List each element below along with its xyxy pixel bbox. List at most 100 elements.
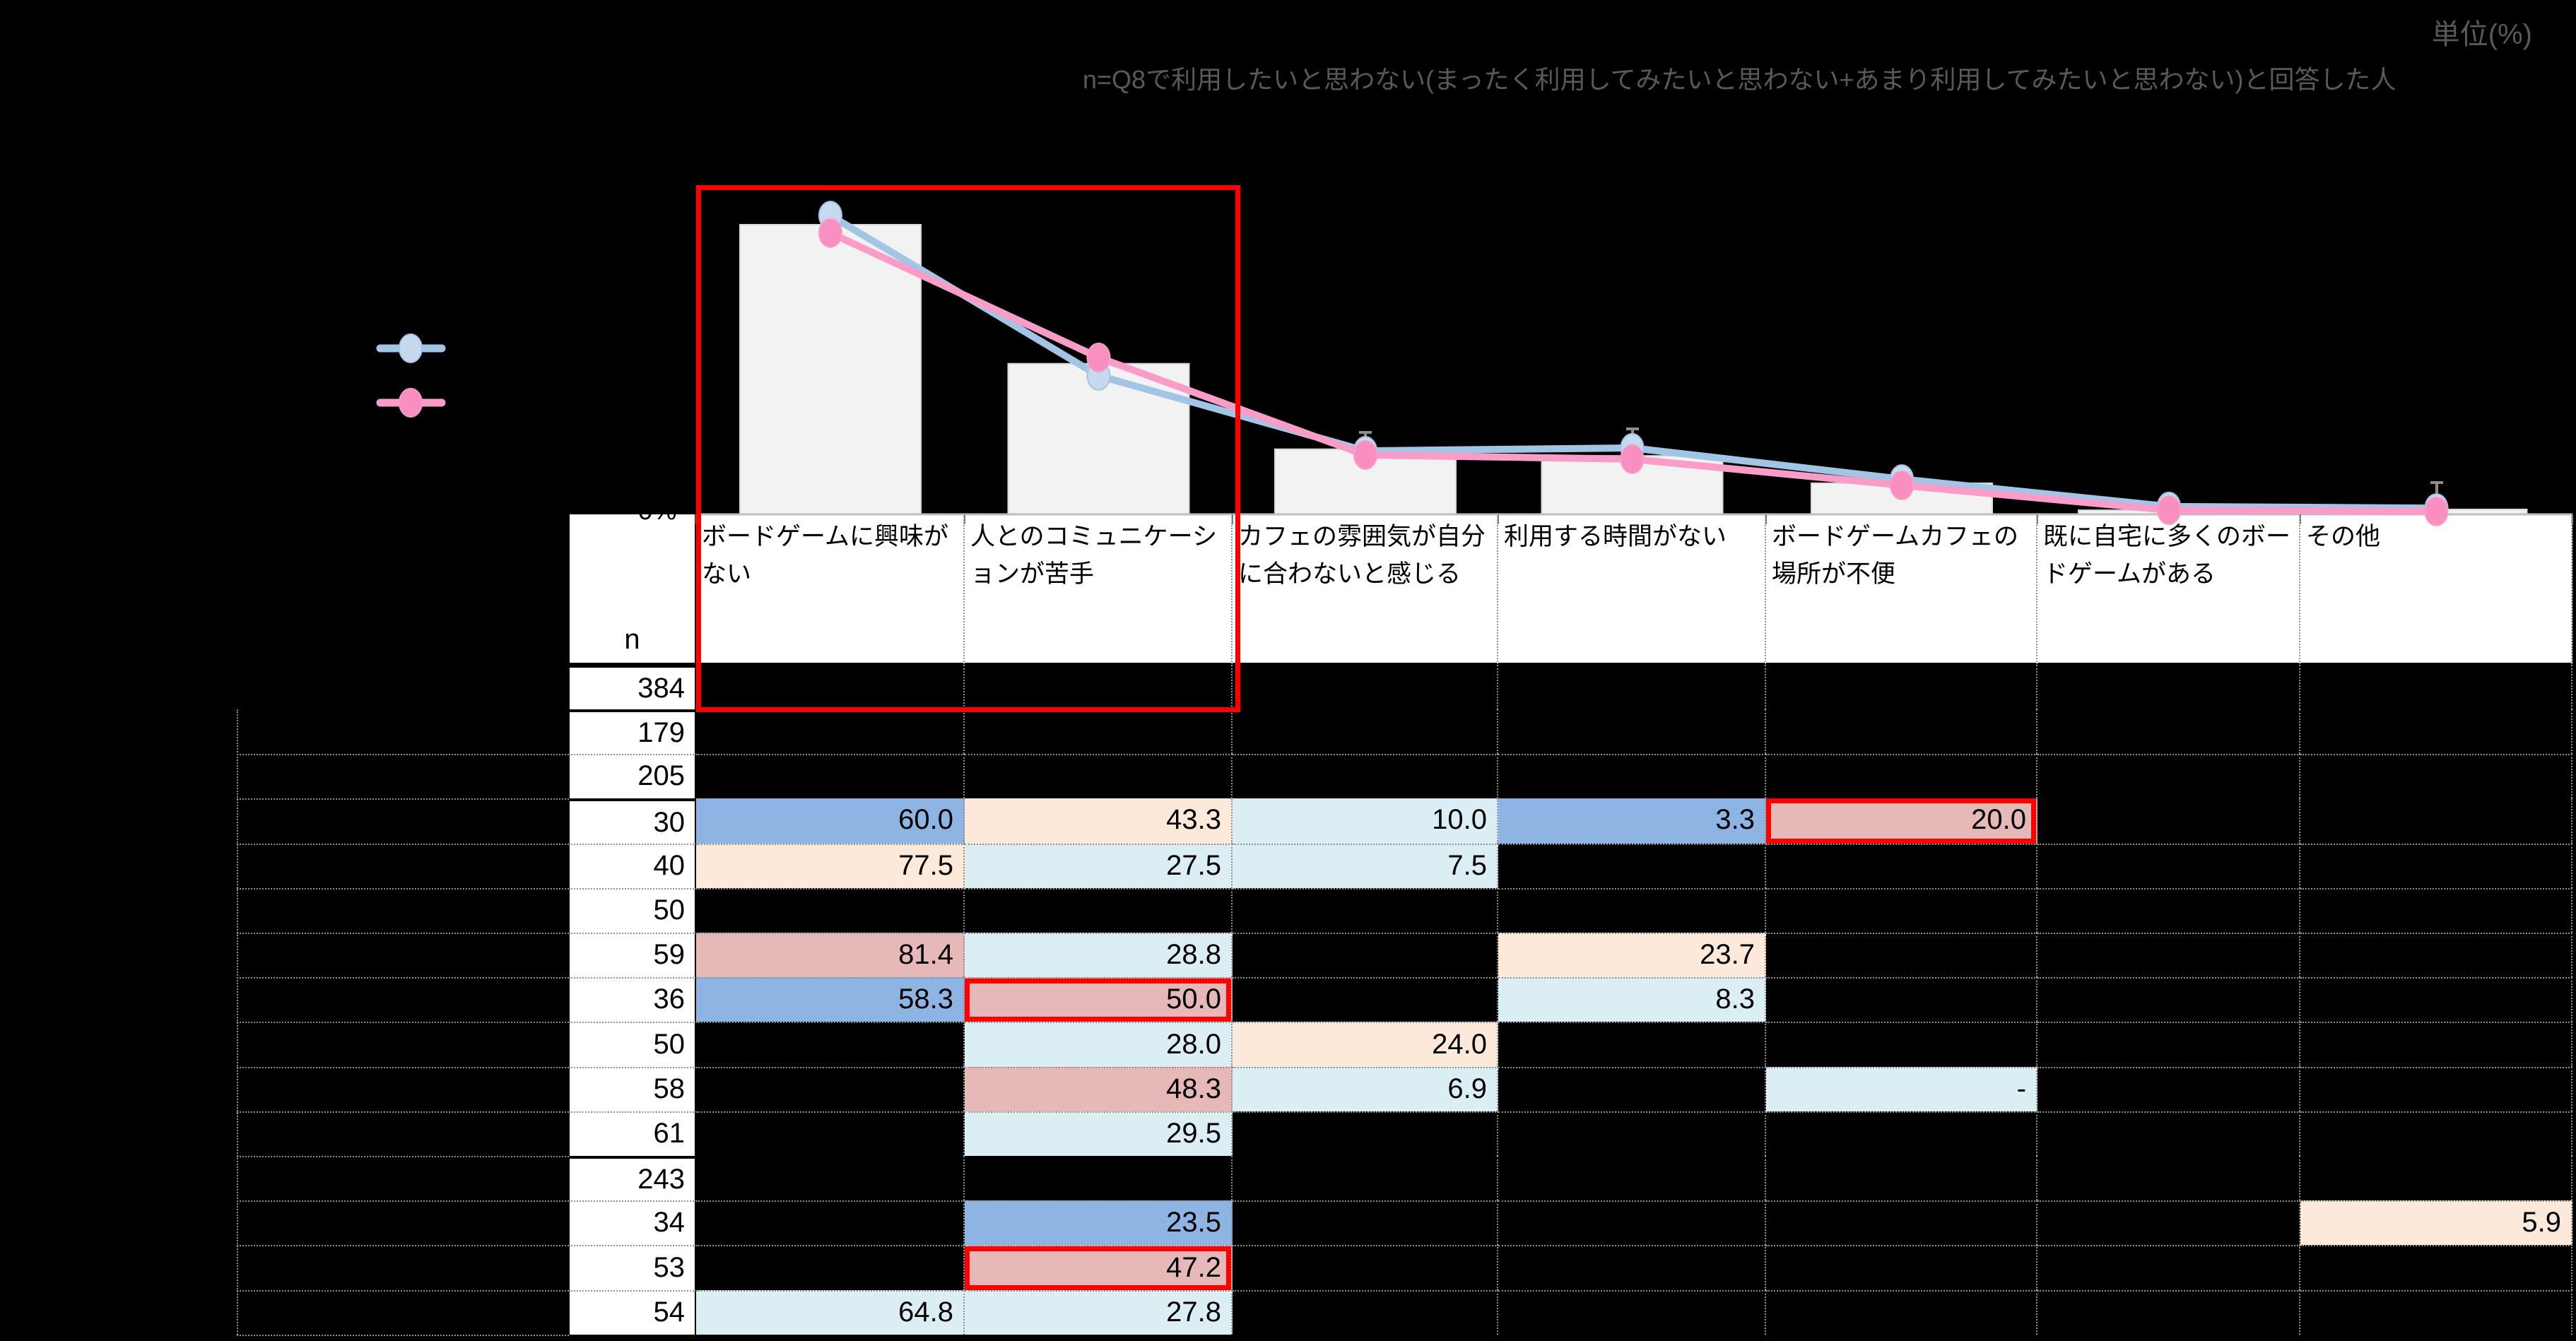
n-cell: 384 [569,665,696,709]
table-cell [1766,1290,2037,1335]
marker-series-pink [818,218,842,248]
legend-marker-series-blue [399,333,423,363]
table-cell [696,1245,965,1290]
table-cell [965,1156,1233,1200]
column-header: ボードゲームカフェの場所が不便 [1766,514,2037,665]
table-cell [1498,1156,1766,1200]
row-label-gridline [237,977,569,979]
column-header: カフェの雰囲気が自分に合わないと感じる [1233,514,1498,665]
table-cell: 60.0 [696,798,965,844]
table-cell [1233,977,1498,1022]
n-column-header: n [569,514,696,665]
row-label-gridline [237,933,569,934]
table-cell [1233,888,1498,933]
row-label-gridline [237,754,569,755]
table-cell: 8.3 [1498,977,1766,1022]
table-cell [1766,1245,2037,1290]
table-cell [1233,933,1498,977]
column-header: その他 [2300,514,2572,665]
table-cell [2037,1111,2300,1156]
table-cell [1498,1290,1766,1335]
table-cell [1766,665,2037,709]
sample-size-note: n=Q8で利用したいと思わない(まったく利用してみたいと思わない+あまり利用して… [1083,65,2396,94]
table-cell: 47.2 [965,1245,1233,1290]
table-cell: 48.3 [965,1067,1233,1111]
n-cell: 36 [569,977,696,1022]
table-cell [2300,798,2572,844]
table-cell [1766,709,2037,754]
table-cell [2037,798,2300,844]
n-cell: 30 [569,798,696,844]
table-cell [1766,844,2037,888]
table-cell [2037,665,2300,709]
table-cell [2037,933,2300,977]
table-cell: 23.7 [1498,933,1766,977]
row-label-gridline [237,844,569,845]
table-cell [965,754,1233,798]
table-cell [696,709,965,754]
marker-series-pink [1890,470,1914,500]
row-label-gridline [237,1067,569,1068]
table-cell: 23.5 [965,1200,1233,1245]
y-axis-zero-label: 0% [637,496,677,526]
table-cell: 43.3 [965,798,1233,844]
table-cell [2300,1022,2572,1067]
row-label-gridline [237,798,569,800]
table-cell [965,709,1233,754]
table-cell [1766,1156,2037,1200]
n-cell: 58 [569,1067,696,1111]
table-cell [1233,709,1498,754]
table-cell [1498,1022,1766,1067]
marker-series-pink [2424,496,2449,526]
table-cell [1498,844,1766,888]
marker-series-pink [2157,495,2181,526]
table-cell [2300,844,2572,888]
table-cell [2300,933,2572,977]
table-cell [1498,709,1766,754]
table-cell [1498,1067,1766,1111]
table-cell [1233,754,1498,798]
table-cell [2037,1156,2300,1200]
table-cell [696,754,965,798]
table-cell [965,888,1233,933]
marker-series-pink [1086,342,1111,372]
table-cell [1233,1290,1498,1335]
table-cell [2300,1156,2572,1200]
table-cell [2037,844,2300,888]
table-cell [2300,709,2572,754]
table-cell [1233,1156,1498,1200]
table-cell [696,888,965,933]
legend-marker-series-pink [399,388,423,418]
table-cell [1233,665,1498,709]
table-cell [696,665,965,709]
table-cell [2300,1067,2572,1111]
table-cell [1766,1022,2037,1067]
table-cell [1766,933,2037,977]
table-cell [2037,1022,2300,1067]
table-cell [2300,1290,2572,1335]
table-cell: 10.0 [1233,798,1498,844]
column-header: 利用する時間がない [1498,514,1766,665]
table-cell [2037,1245,2300,1290]
table-cell [2037,1290,2300,1335]
table-cell [1498,1245,1766,1290]
table-cell: 27.5 [965,844,1233,888]
table-cell [1498,1111,1766,1156]
table-cell [2037,1200,2300,1245]
row-label-gridline [237,1156,569,1157]
table-cell [1498,1200,1766,1245]
table-cell [1498,665,1766,709]
row-label-group-line [237,709,238,1335]
table-cell [2300,1111,2572,1156]
table-cell: 6.9 [1233,1067,1498,1111]
table-cell [2037,1067,2300,1111]
n-cell: 40 [569,844,696,888]
table-cell [2300,665,2572,709]
red-highlight-box [696,185,1240,712]
table-cell: 28.8 [965,933,1233,977]
table-cell [2300,977,2572,1022]
column-header: ボードゲームに興味がない [696,514,965,665]
table-cell [1766,1200,2037,1245]
